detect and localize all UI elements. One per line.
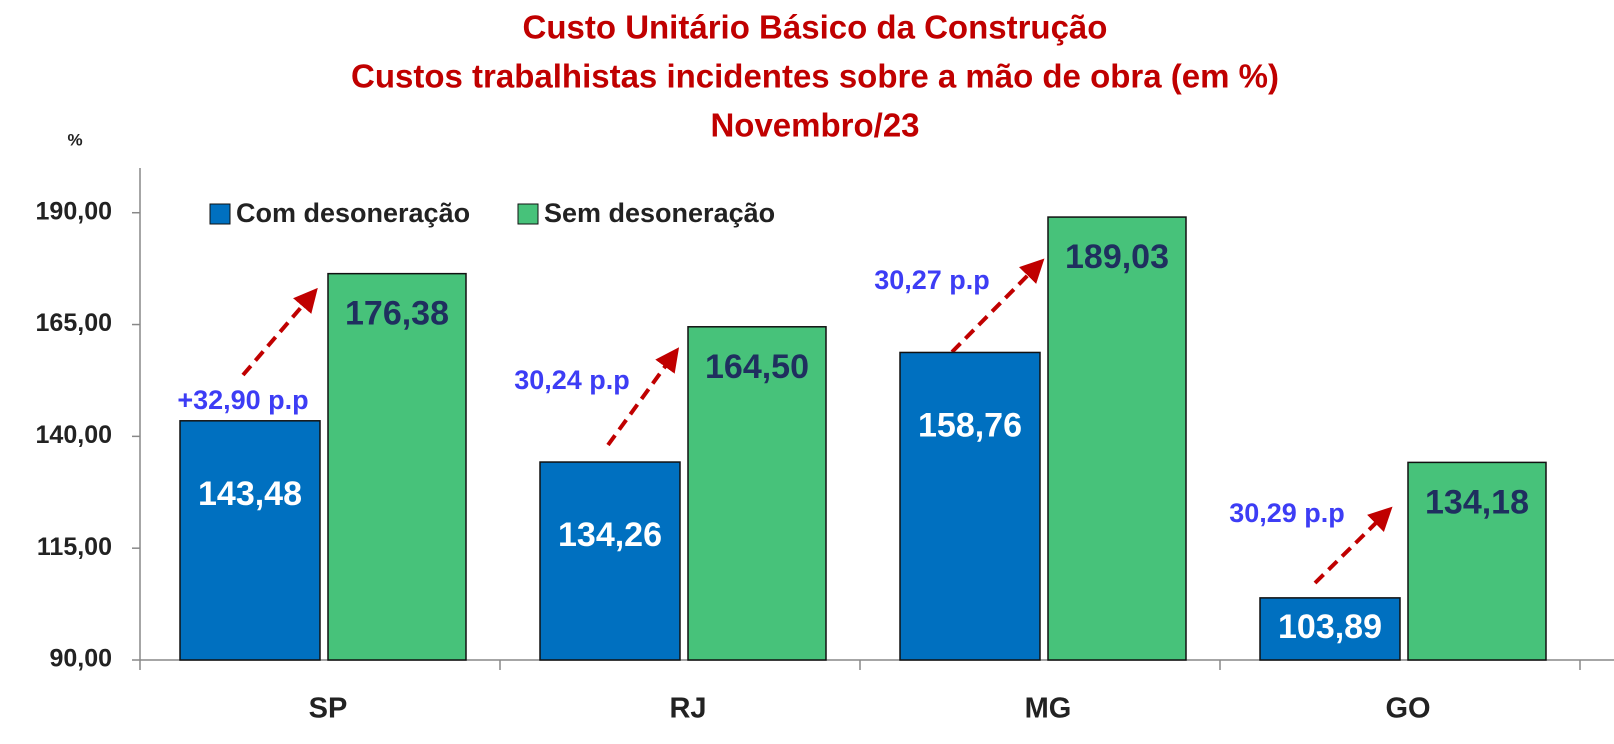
bar xyxy=(1259,597,1401,661)
value-label: 176,38 xyxy=(345,295,449,333)
annotation: 30,24 p.p xyxy=(514,365,630,395)
chart-title: Custo Unitário Básico da Construção xyxy=(523,9,1108,46)
y-axis-label: % xyxy=(67,130,82,149)
legend-swatch xyxy=(209,203,231,225)
chart-title: Custos trabalhistas incidentes sobre a m… xyxy=(351,58,1279,95)
value-label: 134,26 xyxy=(558,516,662,554)
x-tick-label: SP xyxy=(309,693,348,725)
arrow xyxy=(241,287,318,377)
bar xyxy=(327,272,467,661)
value-label: 158,76 xyxy=(918,406,1022,444)
legend-label: Sem desoneração xyxy=(544,198,775,228)
bar xyxy=(1407,461,1547,661)
value-label: 164,50 xyxy=(705,348,809,386)
annotation: +32,90 p.p xyxy=(177,385,308,415)
y-tick-label: 115,00 xyxy=(37,533,112,561)
x-tick-label: MG xyxy=(1025,693,1072,725)
arrow xyxy=(1313,506,1393,585)
bar xyxy=(539,461,681,661)
x-tick-label: RJ xyxy=(669,693,706,725)
y-tick-label: 190,00 xyxy=(36,197,112,225)
y-tick-label: 165,00 xyxy=(36,309,112,337)
chart-title: Novembro/23 xyxy=(710,107,919,144)
bar xyxy=(687,326,827,661)
y-tick-label: 90,00 xyxy=(49,645,112,673)
annotation: 30,29 p.p xyxy=(1229,498,1345,528)
arrows xyxy=(241,258,1393,585)
bar xyxy=(179,420,321,661)
legend-swatch xyxy=(517,203,539,225)
arrow xyxy=(950,258,1045,354)
bar xyxy=(899,351,1041,661)
value-label: 103,89 xyxy=(1278,608,1382,646)
x-tick-label: GO xyxy=(1385,693,1430,725)
value-label: 134,18 xyxy=(1425,483,1529,521)
y-tick-label: 140,00 xyxy=(36,421,112,449)
value-label: 143,48 xyxy=(198,475,302,513)
annotation: 30,27 p.p xyxy=(874,265,990,295)
bar xyxy=(1047,216,1187,661)
value-label: 189,03 xyxy=(1065,238,1169,276)
legend-label: Com desoneração xyxy=(236,198,470,228)
